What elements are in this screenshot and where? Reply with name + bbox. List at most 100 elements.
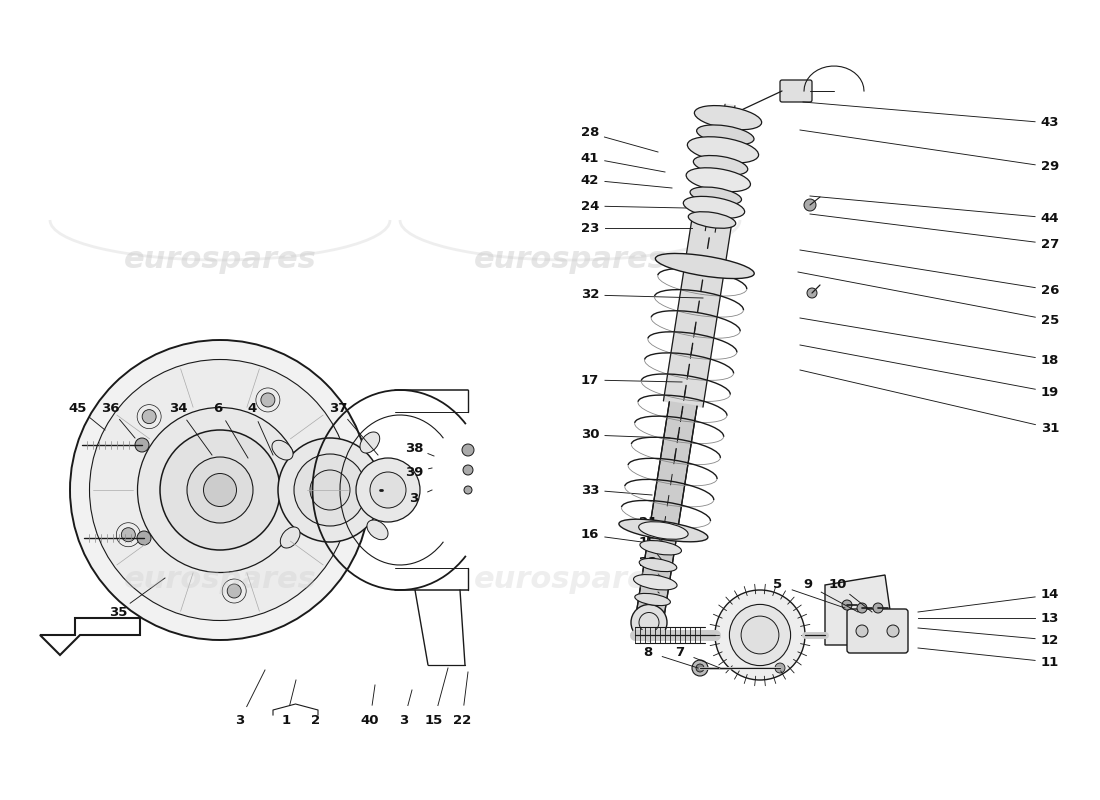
Text: 7: 7 [675,646,684,658]
Text: 36: 36 [101,402,119,414]
Ellipse shape [280,527,300,548]
Circle shape [804,199,816,211]
Circle shape [187,457,253,523]
Ellipse shape [639,558,676,572]
Circle shape [228,584,241,598]
Text: 34: 34 [168,402,187,414]
Circle shape [776,663,785,673]
Text: eurospares: eurospares [474,246,667,274]
Text: 15: 15 [639,537,657,550]
Circle shape [856,625,868,637]
Circle shape [692,660,708,676]
Ellipse shape [619,519,708,542]
Circle shape [857,603,867,613]
Ellipse shape [360,432,379,453]
Text: 22: 22 [453,714,471,726]
Text: 15: 15 [425,714,443,726]
Circle shape [887,625,899,637]
Text: 31: 31 [1041,422,1059,434]
Text: eurospares: eurospares [123,566,317,594]
Text: 44: 44 [1041,211,1059,225]
Circle shape [873,603,883,613]
Text: 8: 8 [644,646,652,658]
Text: 30: 30 [581,429,600,442]
Text: 26: 26 [1041,283,1059,297]
Circle shape [142,410,156,424]
Text: 38: 38 [405,442,424,454]
Text: 24: 24 [581,199,600,213]
Text: 20: 20 [639,577,657,590]
Text: 41: 41 [581,151,600,165]
Circle shape [121,528,135,542]
Circle shape [696,664,704,672]
Text: 12: 12 [1041,634,1059,646]
Ellipse shape [693,155,748,175]
FancyBboxPatch shape [780,80,812,102]
Circle shape [70,340,370,640]
Circle shape [631,605,667,641]
Text: 9: 9 [803,578,813,591]
Polygon shape [825,575,895,645]
Polygon shape [40,618,140,655]
Text: 4: 4 [248,402,256,414]
FancyBboxPatch shape [847,609,907,653]
Text: 18: 18 [1041,354,1059,366]
Circle shape [807,288,817,298]
Circle shape [370,472,406,508]
Circle shape [729,605,791,666]
Text: 29: 29 [1041,161,1059,174]
Circle shape [89,359,351,621]
Ellipse shape [367,520,388,540]
Text: 45: 45 [69,402,87,414]
Text: 32: 32 [581,289,600,302]
Text: 16: 16 [581,529,600,542]
Text: 11: 11 [1041,655,1059,669]
Ellipse shape [635,594,670,606]
Circle shape [160,430,280,550]
Circle shape [261,393,275,407]
Text: 17: 17 [581,374,600,386]
Text: eurospares: eurospares [474,566,667,594]
Text: 19: 19 [1041,386,1059,398]
Ellipse shape [690,187,741,205]
Circle shape [278,438,382,542]
Text: 43: 43 [1041,117,1059,130]
Text: 42: 42 [581,174,600,186]
Text: 21: 21 [639,515,657,529]
Text: 5: 5 [773,578,782,591]
Circle shape [462,444,474,456]
Circle shape [741,616,779,654]
Ellipse shape [683,196,745,218]
Text: 33: 33 [581,483,600,497]
Text: 10: 10 [828,578,847,591]
Text: eurospares: eurospares [123,246,317,274]
Text: 22: 22 [639,557,657,570]
Ellipse shape [689,212,736,228]
Ellipse shape [656,254,755,278]
Ellipse shape [634,574,678,590]
Circle shape [138,531,151,545]
Text: 28: 28 [581,126,600,139]
Circle shape [842,600,852,610]
Text: 3: 3 [235,714,244,726]
Text: 39: 39 [405,466,424,478]
Text: 13: 13 [1041,611,1059,625]
Circle shape [463,465,473,475]
Text: 37: 37 [329,402,348,414]
Polygon shape [705,104,735,232]
Text: 27: 27 [1041,238,1059,250]
Ellipse shape [640,541,682,555]
Circle shape [464,486,472,494]
Text: 40: 40 [361,714,379,726]
Circle shape [135,438,149,452]
Ellipse shape [272,440,293,460]
Circle shape [294,454,366,526]
Text: 1: 1 [282,714,290,726]
Circle shape [314,501,328,514]
Text: 6: 6 [213,402,222,414]
Text: 14: 14 [1041,589,1059,602]
Ellipse shape [694,106,761,130]
Ellipse shape [696,125,754,145]
Text: 3: 3 [409,491,419,505]
Circle shape [204,474,236,506]
